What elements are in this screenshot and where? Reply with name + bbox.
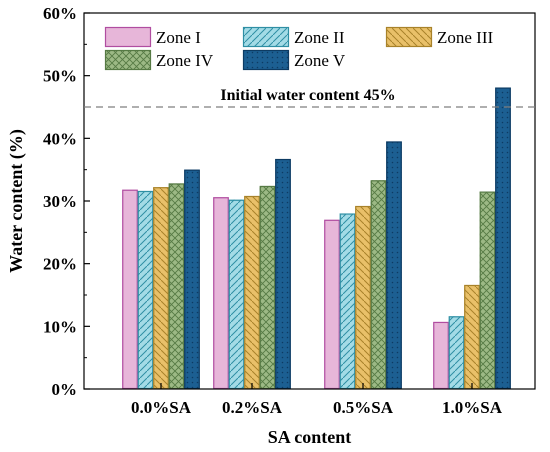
bar-pattern [495, 87, 511, 389]
legend-swatch-fill [105, 27, 151, 47]
y-tick-label: 60% [43, 4, 77, 23]
y-tick-label: 20% [43, 255, 77, 274]
legend-label: Zone IV [156, 51, 214, 70]
axes-group: 0% 10% 20% 30% 40% 50% 60% 0.0%SA 0.2%SA 0.5%SA 1.… [43, 4, 536, 417]
bar-pattern [184, 169, 200, 389]
bar-pattern [244, 195, 260, 389]
legend-swatch [104, 26, 152, 48]
bar-pattern [168, 183, 185, 389]
bars-group [122, 87, 511, 390]
legend-item: Zone III [385, 26, 494, 48]
legend-item: Zone II [242, 26, 345, 48]
bar-pattern [259, 185, 276, 389]
x-tick-label: 0.0%SA [131, 398, 192, 417]
y-tick-label: 10% [43, 317, 77, 336]
legend-item: Zone IV [104, 49, 214, 71]
y-tick-label: 50% [43, 67, 77, 86]
bar-pattern [479, 191, 496, 389]
bar-pattern [153, 187, 169, 389]
y-tick-label: 0% [52, 380, 78, 399]
legend-swatch-pattern [243, 27, 289, 47]
y-tick-label: 40% [43, 129, 77, 148]
x-tick-label: 0.5%SA [333, 398, 394, 417]
legend-label: Zone III [437, 28, 494, 47]
bar-fill [213, 197, 229, 389]
legend-swatch [104, 49, 152, 71]
x-tick-label: 1.0%SA [442, 398, 503, 417]
bar-fill [433, 321, 449, 389]
legend-label: Zone I [156, 28, 201, 47]
bar-fill [122, 189, 138, 389]
legend-swatch-pattern [105, 50, 151, 70]
legend-item: Zone V [242, 49, 346, 71]
legend-swatch [242, 49, 290, 71]
bar-pattern [386, 141, 402, 389]
bar-pattern [370, 180, 387, 389]
bar-fill [324, 219, 340, 389]
legend-swatch [385, 26, 433, 48]
bar-pattern [137, 190, 154, 389]
x-tick-label: 0.2%SA [222, 398, 283, 417]
bar-pattern [464, 284, 480, 389]
y-tick-label: 30% [43, 192, 77, 211]
reference-line-label: Initial water content 45% [220, 87, 395, 104]
bar-pattern [275, 159, 291, 389]
legend-item: Zone I [104, 26, 201, 48]
bar-pattern [355, 206, 371, 389]
legend-swatch [242, 26, 290, 48]
y-axis-title: Water content (%) [6, 129, 27, 273]
bar-pattern [339, 213, 356, 389]
legend: Zone I Zone II Zone III Zone IV Zone V [104, 26, 494, 71]
legend-label: Zone V [294, 51, 346, 70]
x-axis-title: SA content [268, 427, 352, 447]
legend-swatch-pattern [243, 50, 289, 70]
legend-swatch-pattern [386, 27, 432, 47]
legend-label: Zone II [294, 28, 345, 47]
bar-pattern [448, 316, 465, 389]
bar-pattern [228, 199, 245, 389]
